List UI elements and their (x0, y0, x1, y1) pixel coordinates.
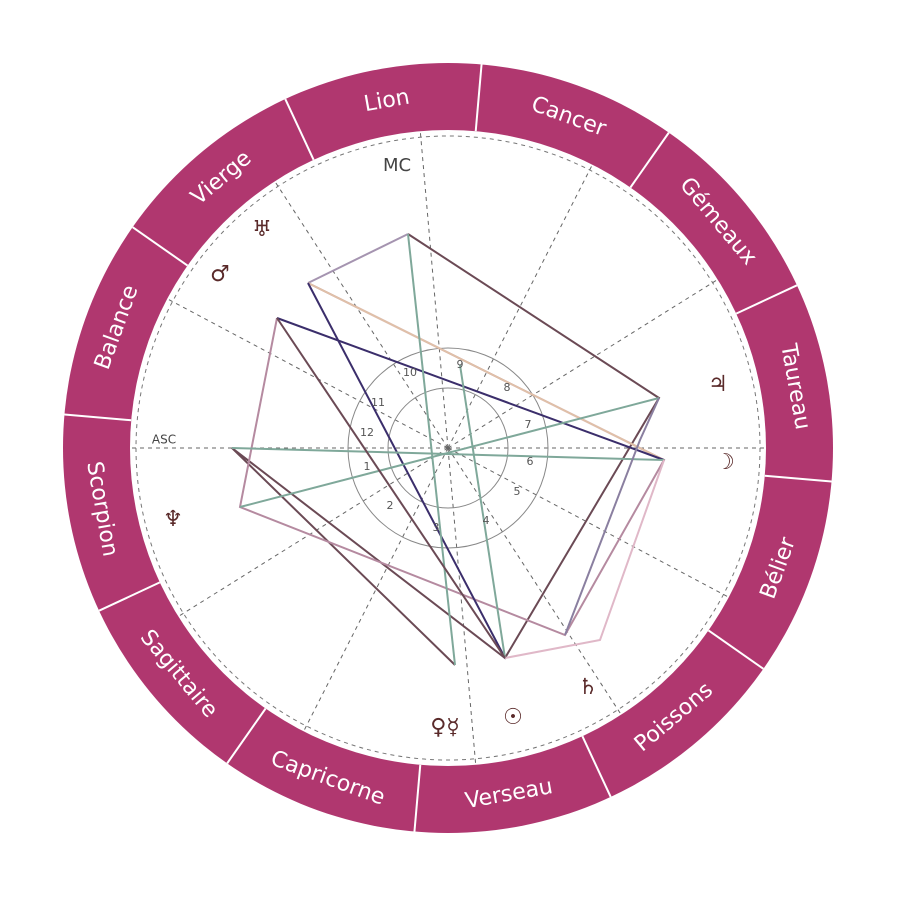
house-number: 8 (504, 381, 511, 394)
house-number: 6 (527, 455, 534, 468)
sign-divider (629, 132, 670, 189)
house-number: 1 (364, 460, 371, 473)
sign-divider (98, 581, 161, 612)
planet-glyph: ♄ (578, 675, 598, 700)
cusp (274, 181, 449, 449)
cusp (447, 447, 622, 715)
mc-label: MC (383, 155, 411, 176)
planet-glyph: ♃ (708, 372, 728, 397)
planet-glyph: ♀☿ (430, 715, 460, 740)
asc-label: ASC (152, 433, 176, 447)
aspect (504, 459, 665, 659)
sign-divider (413, 764, 422, 832)
house-cusps (130, 131, 766, 765)
house-ring-inner (387, 387, 509, 509)
sign-divider (284, 98, 315, 161)
sign-divider (764, 474, 832, 483)
sign-divider (735, 284, 798, 315)
cusp (178, 447, 449, 617)
aspect (459, 364, 506, 659)
planet-glyph: ♂ (210, 262, 230, 287)
cusp (447, 447, 477, 765)
house-number: 3 (433, 521, 440, 534)
cusp (447, 164, 593, 449)
cusp (419, 131, 449, 449)
aspect (231, 447, 665, 461)
aspect (407, 233, 456, 666)
sign-divider (474, 64, 483, 132)
house-number: 4 (483, 514, 490, 527)
house-number: 11 (371, 396, 385, 409)
aspect (564, 397, 660, 636)
cusp (166, 298, 449, 449)
house-number: 10 (403, 366, 417, 379)
sign-divider (707, 629, 764, 670)
aspect (276, 317, 506, 659)
sign-divider (226, 707, 267, 764)
house-number: 9 (457, 358, 464, 371)
house-number: 2 (387, 499, 394, 512)
planet-glyph: ☉ (503, 705, 523, 730)
house-number: 5 (514, 485, 521, 498)
aspect-lines (231, 233, 666, 666)
cusp (447, 447, 730, 598)
sign-divider (132, 226, 189, 267)
planet-glyph: ♆ (163, 507, 183, 532)
cusp (447, 279, 718, 449)
sign-divider (64, 413, 132, 422)
aspect (307, 282, 506, 659)
sign-divider (581, 735, 612, 798)
aspect (307, 233, 409, 284)
house-number: 7 (525, 418, 532, 431)
aspect (239, 397, 660, 508)
aspect (276, 317, 665, 461)
aspect (307, 282, 665, 461)
planet-glyph: ☽ (715, 450, 735, 475)
planet-glyph: ♅ (252, 217, 272, 242)
cusp (303, 447, 449, 732)
house-number: 12 (360, 426, 374, 439)
